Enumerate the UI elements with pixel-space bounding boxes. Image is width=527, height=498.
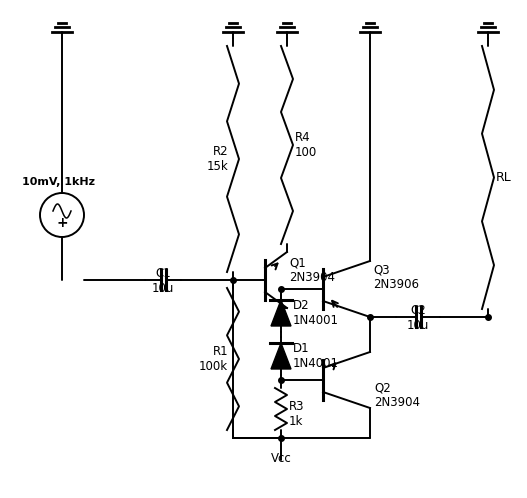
Text: 10mV, 1kHz: 10mV, 1kHz (23, 177, 95, 187)
Text: D2
1N4001: D2 1N4001 (293, 299, 339, 327)
Text: Q2
2N3904: Q2 2N3904 (374, 381, 420, 409)
Text: Vcc: Vcc (271, 452, 291, 465)
Text: Q3
2N3906: Q3 2N3906 (373, 263, 419, 291)
Text: R1
100k: R1 100k (199, 345, 228, 373)
Polygon shape (271, 343, 291, 369)
Polygon shape (271, 300, 291, 326)
Text: R2
15k: R2 15k (206, 145, 228, 173)
Text: R4
100: R4 100 (295, 131, 317, 159)
Text: R3
1k: R3 1k (289, 400, 305, 428)
Text: D1
1N4001: D1 1N4001 (293, 342, 339, 370)
Text: RL: RL (496, 171, 512, 184)
Text: Q1
2N3904: Q1 2N3904 (289, 256, 335, 284)
Text: +: + (56, 216, 68, 230)
Text: C2
10u: C2 10u (407, 304, 429, 332)
Text: C1
10u: C1 10u (152, 267, 174, 295)
